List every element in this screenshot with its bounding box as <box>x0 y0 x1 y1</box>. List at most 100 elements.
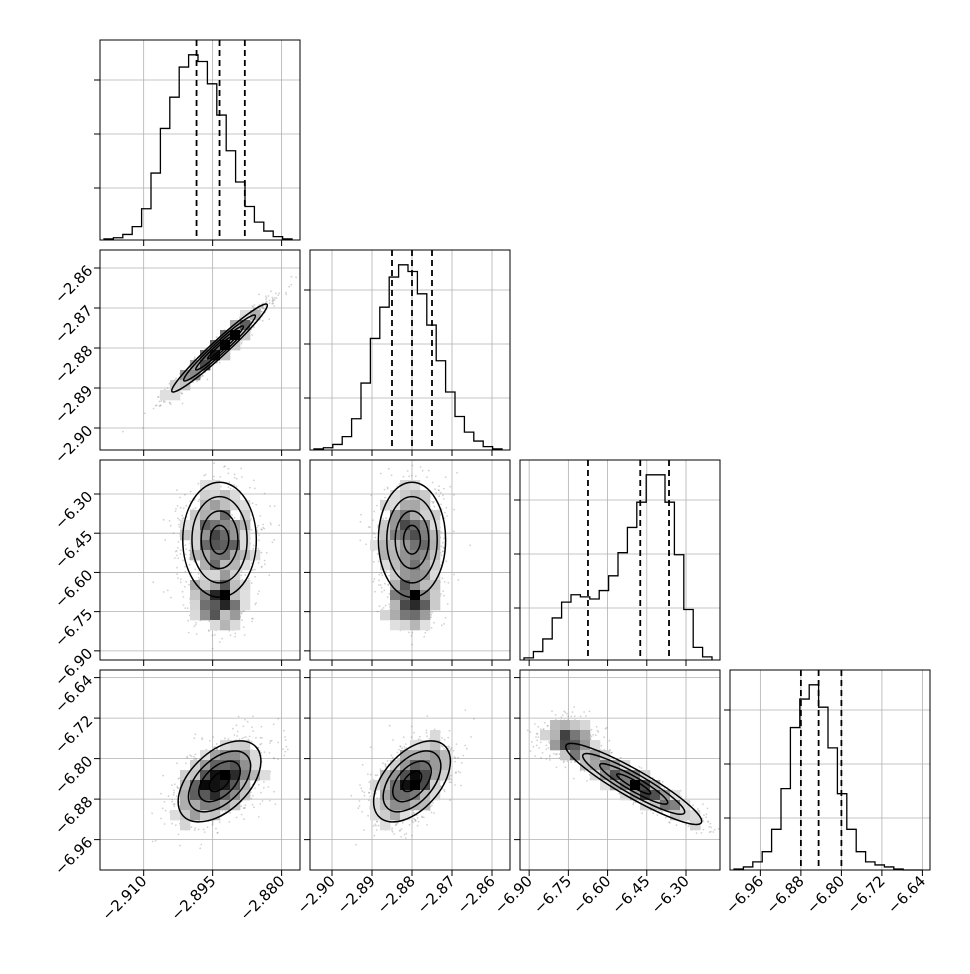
density-cell <box>230 540 240 550</box>
sample-point <box>176 489 178 491</box>
sample-point <box>290 284 292 286</box>
sample-point <box>228 468 230 470</box>
sample-point <box>373 561 375 563</box>
histogram-panel-3 <box>724 670 930 870</box>
sample-point <box>185 548 187 550</box>
sample-point <box>177 505 179 507</box>
histogram-steps <box>524 475 712 660</box>
joint-panel-0-2 <box>100 431 300 660</box>
sample-point <box>182 591 184 593</box>
density-cell <box>410 610 420 620</box>
sample-point <box>445 617 447 619</box>
sample-point <box>193 626 195 628</box>
density-cell <box>190 590 200 600</box>
sample-point <box>435 492 437 494</box>
sample-point <box>431 627 433 629</box>
sample-point <box>195 733 197 735</box>
sample-point <box>257 593 259 595</box>
sample-point <box>198 577 200 579</box>
sample-point <box>160 400 162 402</box>
sample-point <box>441 531 443 533</box>
sample-point <box>374 591 376 593</box>
sample-point <box>241 575 243 577</box>
sample-point <box>244 634 246 636</box>
sample-point <box>253 545 255 547</box>
sample-point <box>178 526 180 528</box>
sample-point <box>262 307 264 309</box>
sample-point <box>178 834 180 836</box>
sample-point <box>254 569 256 571</box>
sample-point <box>387 584 389 586</box>
sample-point <box>198 573 200 575</box>
sample-point <box>252 569 254 571</box>
density-cell <box>390 610 400 620</box>
sample-point <box>198 483 200 485</box>
sample-point <box>181 515 183 517</box>
sample-point <box>259 515 261 517</box>
density-cell <box>400 600 410 610</box>
sample-point <box>228 486 230 488</box>
sample-point <box>253 548 255 550</box>
sample-point <box>144 413 146 415</box>
sample-point <box>240 468 242 470</box>
sample-point <box>153 408 155 410</box>
sample-point <box>441 554 443 556</box>
sample-point <box>377 553 379 555</box>
sample-point <box>188 632 190 634</box>
sample-point <box>359 540 361 542</box>
sample-point <box>230 634 232 636</box>
sample-point <box>444 512 446 514</box>
sample-point <box>258 540 260 542</box>
sample-point <box>177 547 179 549</box>
density-cell <box>430 560 440 570</box>
density-cell <box>180 530 190 540</box>
sample-point <box>183 507 185 509</box>
sample-point <box>170 525 172 527</box>
histogram-steps <box>104 55 292 240</box>
sample-point <box>176 555 178 557</box>
sample-point <box>453 509 455 511</box>
sample-point <box>258 294 260 296</box>
sample-point <box>261 566 263 568</box>
sample-point <box>360 521 362 523</box>
sample-point <box>262 524 264 526</box>
sample-point <box>273 305 275 307</box>
sample-point <box>234 633 236 635</box>
sample-point <box>220 486 222 488</box>
sample-point <box>202 431 204 433</box>
sample-point <box>442 590 444 592</box>
sample-point <box>379 605 381 607</box>
density-cell <box>220 620 230 630</box>
sample-point <box>382 518 384 520</box>
sample-point <box>180 549 182 551</box>
sample-point <box>442 542 444 544</box>
sample-point <box>391 474 393 476</box>
sample-point <box>408 476 410 478</box>
sample-point <box>257 525 259 527</box>
sample-point <box>411 644 413 646</box>
sample-point <box>295 276 297 278</box>
sample-point <box>270 522 272 524</box>
sample-point <box>229 812 231 814</box>
sample-point <box>252 502 254 504</box>
sample-point <box>182 560 184 562</box>
sample-point <box>272 541 274 543</box>
sample-point <box>380 572 382 574</box>
sample-point <box>264 560 266 562</box>
sample-point <box>198 499 200 501</box>
sample-point <box>365 543 367 545</box>
sample-point <box>182 403 184 405</box>
sample-point <box>422 470 424 472</box>
sample-point <box>198 500 200 502</box>
sample-point <box>181 393 183 395</box>
sample-point <box>175 508 177 510</box>
sample-point <box>384 489 386 491</box>
density-cell <box>200 560 210 570</box>
sample-point <box>265 299 267 301</box>
sample-point <box>265 305 267 307</box>
sample-point <box>440 504 442 506</box>
sample-point <box>243 626 245 628</box>
density-cell <box>200 510 210 520</box>
sample-point <box>165 810 167 812</box>
density-cell <box>200 600 210 610</box>
